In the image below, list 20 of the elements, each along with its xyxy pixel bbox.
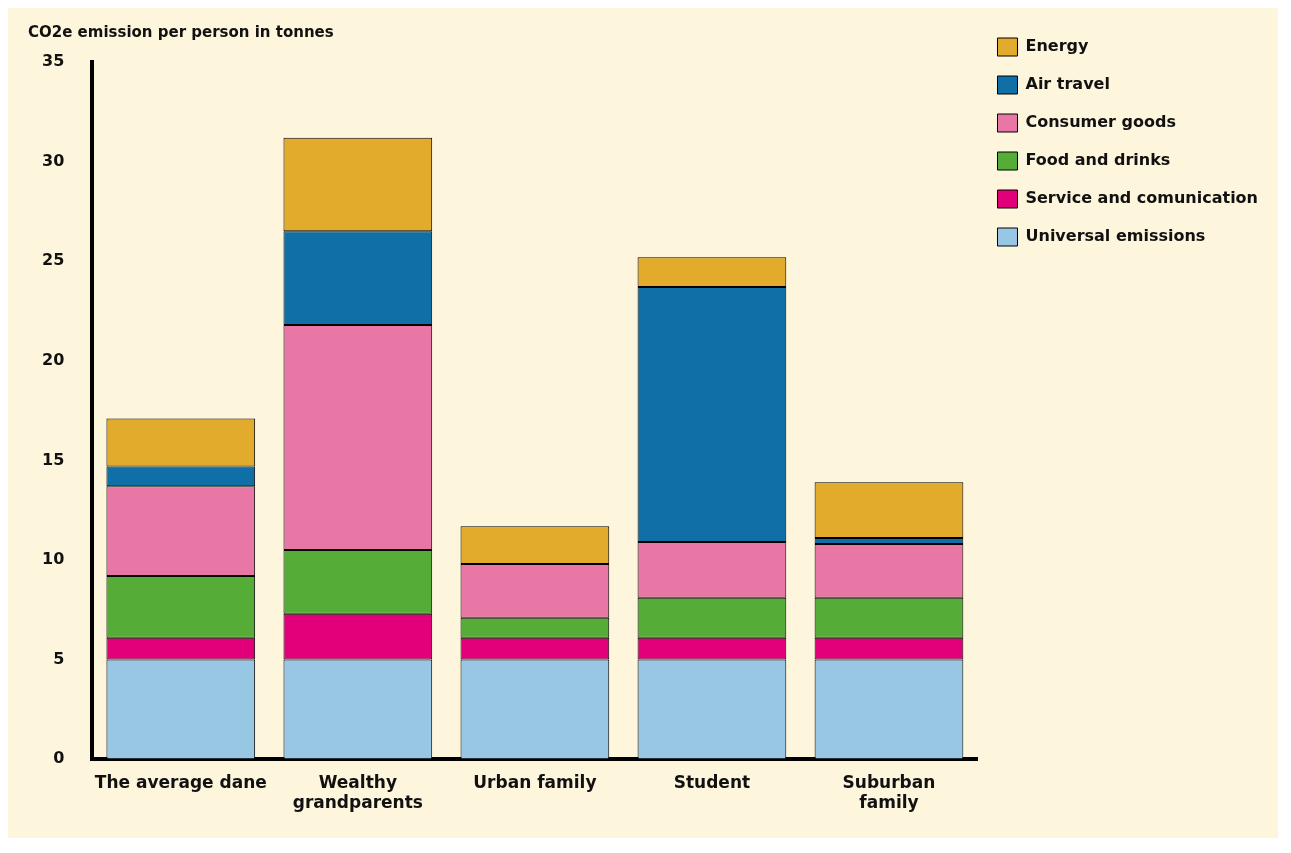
legend-label: Universal emissions — [1025, 226, 1206, 246]
x-tick-label: Wealthy grandparents — [292, 771, 423, 813]
legend-label: Air travel — [1025, 74, 1110, 94]
y-tick-label: 30 — [42, 150, 65, 170]
legend-label: Service and comunication — [1025, 188, 1259, 208]
legend-label: Energy — [1025, 36, 1090, 56]
chart-title: CO2e emission per person in tonnes — [28, 22, 334, 41]
y-tick-label: 35 — [42, 51, 65, 71]
legend-label: Consumer goods — [1025, 112, 1176, 132]
y-tick-label: 20 — [42, 349, 65, 369]
x-tick-label: Suburban family — [842, 771, 936, 813]
y-tick-label: 15 — [42, 449, 65, 469]
legend-label: Food and drinks — [1025, 150, 1171, 170]
y-tick-label: 5 — [53, 648, 65, 668]
y-tick-label: 0 — [53, 748, 65, 768]
x-tick-label: Student — [673, 771, 751, 792]
x-tick-label: The average dane — [94, 771, 267, 792]
y-tick-label: 10 — [42, 549, 65, 569]
x-tick-label: Urban family — [473, 771, 597, 792]
y-tick-label: 25 — [42, 250, 65, 270]
